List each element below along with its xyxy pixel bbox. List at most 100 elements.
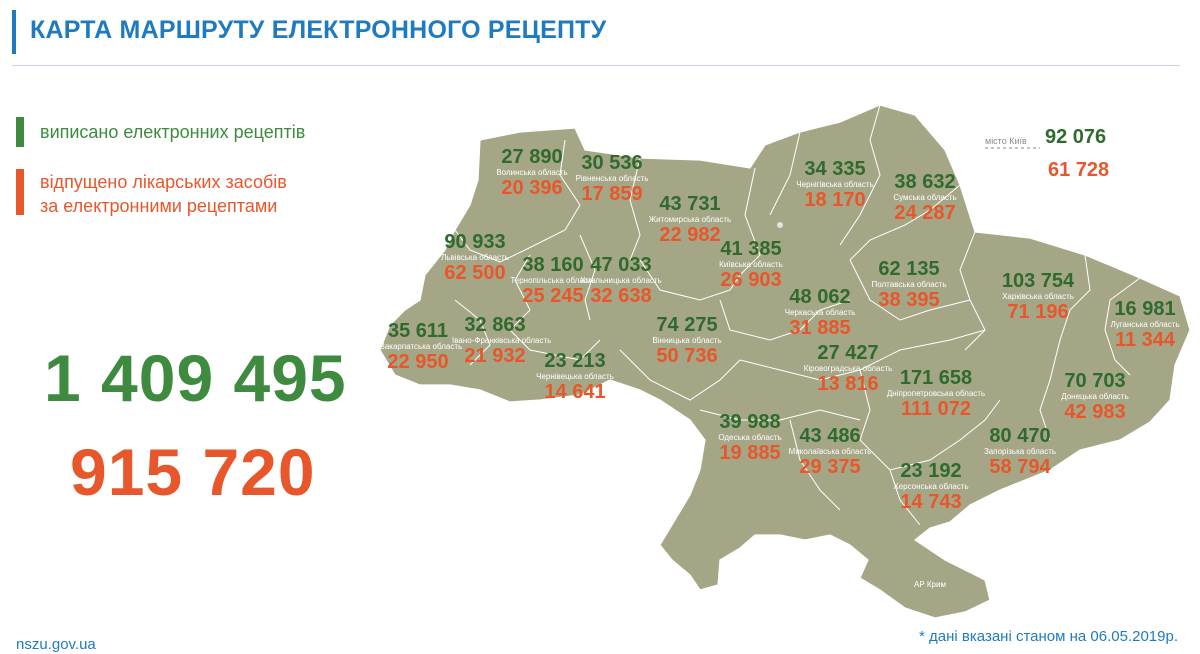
region-crimea: АР Крим xyxy=(900,580,960,589)
region-dispensed: 22 982 xyxy=(659,224,721,246)
region-name: Одеська область xyxy=(718,433,782,442)
region-name: Закарпатська область xyxy=(380,342,463,351)
region-dispensed: 24 287 xyxy=(894,202,956,224)
region-name: Житомирська область xyxy=(648,215,732,224)
region-name: Луганська область xyxy=(1110,320,1180,329)
region-name: Чернігівська область xyxy=(796,180,874,189)
region-issued: 43 486 xyxy=(799,425,861,447)
region-dispensed: 50 736 xyxy=(656,345,718,367)
region-name: Херсонська область xyxy=(893,482,969,491)
region-dispensed: 19 885 xyxy=(719,442,781,464)
footer-note: * дані вказані станом на 06.05.2019р. xyxy=(919,628,1178,645)
region-dispensed: 17 859 xyxy=(581,183,643,205)
region-chernihiv: 34 335 Чернігівська область 18 170 xyxy=(785,158,885,211)
legend-dispensed-label-line1: відпущено лікарських засобів xyxy=(40,172,287,192)
region-dispensed: 11 344 xyxy=(1114,329,1176,351)
region-kyiv-oblast: 41 385 Київська область 26 903 xyxy=(706,238,796,291)
title-accent-bar xyxy=(12,10,16,54)
region-issued: 90 933 xyxy=(444,231,506,253)
kyiv-city-dispensed: 61 728 xyxy=(1048,159,1110,181)
page-title: КАРТА МАРШРУТУ ЕЛЕКТРОННОГО РЕЦЕПТУ xyxy=(30,16,607,44)
region-cherkasy: 48 062 Черкаська область 31 885 xyxy=(772,286,868,339)
region-kirovohrad: 27 427 Кіровоградська область 13 816 xyxy=(798,342,898,395)
region-issued: 35 611 xyxy=(387,320,449,342)
region-name: Хмельницька область xyxy=(580,276,662,285)
region-dispensed: 31 885 xyxy=(789,317,851,339)
region-dispensed: 32 638 xyxy=(590,285,652,307)
region-issued: 39 988 xyxy=(719,411,781,433)
region-zhytomyr: 43 731 Житомирська область 22 982 xyxy=(640,193,740,246)
region-name: Полтавська область xyxy=(871,280,947,289)
region-zakarpattia: 35 611 Закарпатська область 22 950 xyxy=(380,320,463,373)
region-volyn: 27 890 Волинська область 20 396 xyxy=(492,146,572,199)
legend-issued-label: виписано електронних рецептів xyxy=(40,122,306,142)
region-sumy: 38 632 Сумська область 24 287 xyxy=(880,171,970,224)
region-dnipro: 171 658 Дніпропетровська область 111 072 xyxy=(886,367,986,420)
region-dispensed: 38 395 xyxy=(878,289,940,311)
region-issued: 74 275 xyxy=(656,314,718,336)
region-dispensed: 71 196 xyxy=(1007,301,1069,323)
region-name: Львівська область xyxy=(441,253,509,262)
region-dispensed: 14 641 xyxy=(544,381,606,403)
region-issued: 16 981 xyxy=(1114,298,1176,320)
region-chernivtsi: 23 213 Чернівецька область 14 641 xyxy=(532,350,618,403)
region-name: Івано-Франківська область xyxy=(452,336,552,345)
region-dispensed: 21 932 xyxy=(464,345,526,367)
region-dispensed: 62 500 xyxy=(444,262,506,284)
region-dispensed: 18 170 xyxy=(804,189,866,211)
region-dispensed: 111 072 xyxy=(900,398,972,420)
region-issued: 41 385 xyxy=(720,238,782,260)
region-dispensed: 26 903 xyxy=(720,269,782,291)
region-issued: 43 731 xyxy=(659,193,721,215)
region-lviv: 90 933 Львівська область 62 500 xyxy=(430,231,520,284)
region-name: Тернопільська область xyxy=(510,276,596,285)
region-ivano-frankivsk: 32 863 Івано-Франківська область 21 932 xyxy=(452,314,552,367)
region-name: Донецька область xyxy=(1061,392,1129,401)
region-name: Черкаська область xyxy=(784,308,856,317)
total-dispensed: 915 720 xyxy=(70,435,316,509)
region-dispensed: 42 983 xyxy=(1064,401,1126,423)
region-mykolaiv: 43 486 Миколаївська область 29 375 xyxy=(780,425,880,478)
region-name: АР Крим xyxy=(914,580,946,589)
region-name: Запорізька область xyxy=(983,447,1057,456)
region-rivne: 30 536 Рівненська область 17 859 xyxy=(572,152,652,205)
region-ternopil: 38 160 Тернопільська область 25 245 xyxy=(508,254,598,307)
region-issued: 23 192 xyxy=(900,460,962,482)
region-issued: 80 470 xyxy=(989,425,1051,447)
region-zaporizhzhia: 80 470 Запорізька область 58 794 xyxy=(975,425,1065,478)
region-dispensed: 29 375 xyxy=(799,456,861,478)
region-name: Кіровоградська область xyxy=(803,364,893,373)
region-dispensed: 22 950 xyxy=(387,351,449,373)
region-issued: 38 632 xyxy=(894,171,956,193)
region-issued: 70 703 xyxy=(1064,370,1126,392)
region-issued: 38 160 xyxy=(522,254,584,276)
region-name: Вінницька область xyxy=(652,336,722,345)
region-name: Миколаївська область xyxy=(788,447,872,456)
total-issued: 1 409 495 xyxy=(44,341,347,415)
ukraine-map-shape xyxy=(379,104,1191,619)
region-name: Сумська область xyxy=(893,193,957,202)
region-name: Рівненська область xyxy=(575,174,649,183)
legend-dispensed-label-line2: за електронними рецептами xyxy=(40,196,278,216)
region-issued: 27 427 xyxy=(817,342,879,364)
legend-dispensed-swatch xyxy=(16,169,24,215)
ukraine-map-region-borders xyxy=(454,104,1141,526)
region-odesa: 39 988 Одеська область 19 885 xyxy=(708,411,792,464)
region-issued: 47 033 xyxy=(590,254,652,276)
kyiv-city-issued: 92 076 xyxy=(1045,126,1107,148)
region-issued: 34 335 xyxy=(804,158,866,180)
legend-issued-swatch xyxy=(16,117,24,147)
region-dispensed: 14 743 xyxy=(900,491,962,513)
region-dispensed: 20 396 xyxy=(501,177,563,199)
region-issued: 48 062 xyxy=(789,286,851,308)
region-name: Волинська область xyxy=(496,168,568,177)
region-vinnytsia: 74 275 Вінницька область 50 736 xyxy=(640,314,734,367)
region-luhansk: 16 981 Луганська область 11 344 xyxy=(1102,298,1188,351)
region-name: Київська область xyxy=(719,260,783,269)
region-kherson: 23 192 Херсонська область 14 743 xyxy=(886,460,976,513)
region-kharkiv: 103 754 Харківська область 71 196 xyxy=(990,270,1086,323)
region-name: Чернівецька область xyxy=(536,372,614,381)
footer-site: nszu.gov.ua xyxy=(16,636,96,653)
region-donetsk: 70 703 Донецька область 42 983 xyxy=(1050,370,1140,423)
